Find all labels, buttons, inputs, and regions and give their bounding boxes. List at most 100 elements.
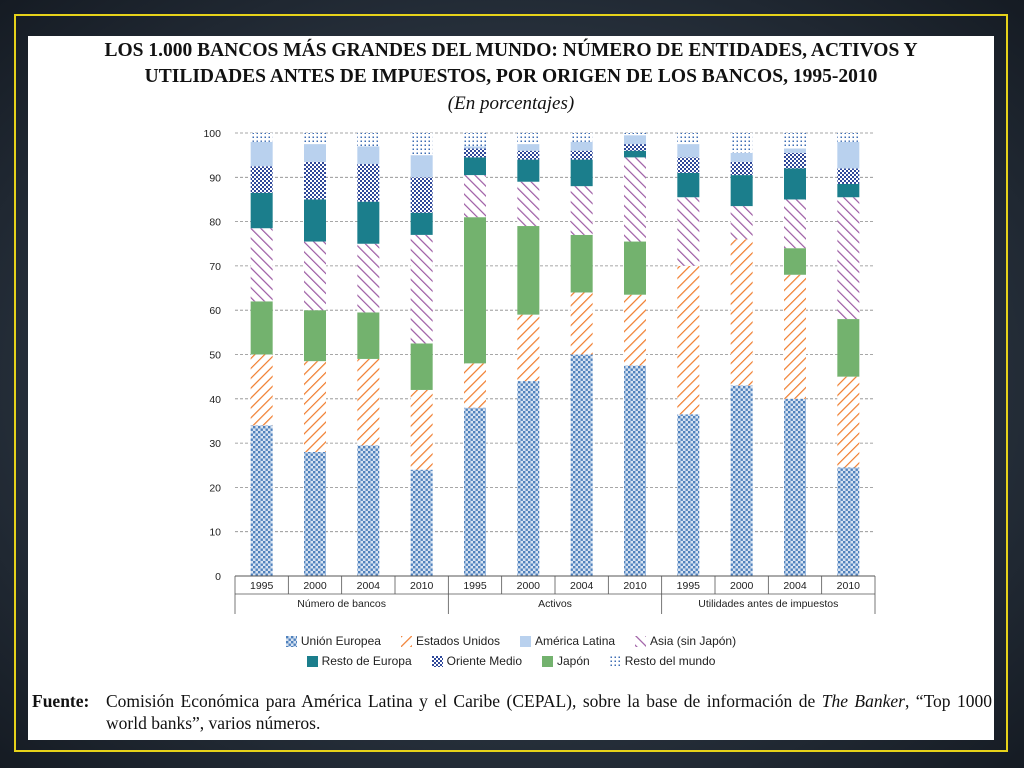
bar-segment-resto-de-europa: [730, 175, 753, 207]
x-tick-label: 2000: [730, 580, 754, 592]
bar-segment-resto-de-europa: [250, 192, 273, 229]
bar-segment-japon: [250, 301, 273, 355]
chart-legend: Unión Europea Estados Unidos América Latin…: [28, 634, 994, 674]
x-tick-label: 2010: [623, 580, 647, 592]
bar-segment-union-europea: [837, 467, 860, 576]
bar-segment-japon: [624, 241, 646, 295]
bar-segment-japon: [517, 226, 540, 315]
bar-segment-asia-sin-japon: [464, 175, 486, 218]
bar-segment-oriente-medio: [517, 150, 540, 160]
bar-segment-resto-del-mundo: [304, 133, 326, 145]
bar-segment-asia-sin-japon: [250, 228, 273, 302]
y-tick-label: 80: [209, 217, 221, 229]
bar-segment-oriente-medio: [304, 161, 326, 200]
y-tick-label: 10: [209, 527, 221, 539]
x-tick-label: 1995: [463, 580, 487, 592]
bar-segment-union-europea: [784, 398, 806, 576]
x-tick-label: 2004: [570, 580, 594, 592]
legend-label: Japón: [557, 654, 590, 668]
bar-segment-asia-sin-japon: [730, 206, 753, 240]
legend-swatch: [285, 635, 297, 647]
source-text-part-1: Comisión Económica para América Latina y…: [106, 691, 822, 711]
bar-segment-estados-unidos: [624, 294, 646, 366]
bar-segment-estados-unidos: [677, 265, 700, 415]
x-group-label: Utilidades antes de impuestos: [698, 598, 838, 610]
bar-segment-oriente-medio: [464, 148, 486, 158]
bar-segment-resto-del-mundo: [357, 133, 380, 147]
bar-segment-union-europea: [357, 445, 380, 576]
bar-segment-america-latina: [250, 141, 273, 167]
legend-label: América Latina: [535, 634, 616, 648]
y-tick-label: 30: [209, 438, 221, 450]
x-group-label: Número de bancos: [297, 598, 386, 610]
bar-segment-america-latina: [837, 141, 860, 169]
bar-segment-resto-del-mundo: [624, 133, 646, 136]
bar-segment-japon: [837, 319, 860, 377]
bar-segment-oriente-medio: [677, 157, 700, 173]
x-tick-label: 2010: [410, 580, 434, 592]
bar-segment-america-latina: [517, 144, 540, 151]
bar-segment-union-europea: [250, 425, 273, 576]
bar-segment-union-europea: [730, 385, 753, 576]
bar-segment-union-europea: [624, 365, 646, 576]
legend-item-resto-del-mundo: Resto del mundo: [609, 654, 715, 668]
bar-segment-america-latina: [784, 148, 806, 153]
bar-stack: [517, 133, 540, 576]
bar-stack: [464, 133, 486, 576]
bar-segment-oriente-medio: [570, 150, 593, 160]
legend-row: Unión Europea Estados Unidos América Latin…: [28, 634, 994, 648]
figure-panel: LOS 1.000 BANCOS MÁS GRANDES DEL MUNDO: …: [28, 36, 994, 740]
bar-segment-resto-de-europa: [517, 159, 540, 182]
legend-label: Resto de Europa: [321, 654, 412, 668]
bar-segment-union-europea: [517, 381, 540, 576]
legend-item-resto-de-europa: Resto de Europa: [306, 654, 412, 668]
x-tick-label: 2004: [783, 580, 807, 592]
bar-segment-resto-del-mundo: [837, 133, 860, 142]
bar-segment-oriente-medio: [784, 152, 806, 169]
source-label: Fuente:: [32, 691, 90, 711]
bar-stack: [304, 133, 326, 576]
bar-segment-estados-unidos: [730, 239, 753, 386]
bar-segment-resto-del-mundo: [570, 133, 593, 142]
chart-title-line-1: LOS 1.000 BANCOS MÁS GRANDES DEL MUNDO: …: [104, 40, 918, 61]
bar-segment-oriente-medio: [357, 164, 380, 202]
bar-segment-resto-de-europa: [837, 183, 860, 198]
bar-segment-japon: [357, 312, 380, 359]
bar-stack: [570, 133, 593, 576]
bar-segment-resto-de-europa: [570, 159, 593, 187]
bar-segment-oriente-medio: [410, 177, 433, 213]
legend-row: Resto de Europa Oriente Medio Japón Resto d…: [28, 654, 994, 668]
chart-title: LOS 1.000 BANCOS MÁS GRANDES DEL MUNDO: …: [28, 38, 994, 90]
y-tick-label: 70: [209, 261, 221, 273]
bar-stack: [730, 133, 753, 576]
slide-frame: [14, 14, 1008, 752]
bar-segment-estados-unidos: [464, 363, 486, 408]
legend-label: Asia (sin Japón): [650, 634, 737, 648]
y-tick-label: 40: [209, 394, 221, 406]
bar-segment-estados-unidos: [837, 376, 860, 468]
bar-stack: [784, 133, 806, 576]
legend-label: Estados Unidos: [415, 634, 500, 648]
bar-segment-japon: [784, 248, 806, 275]
y-tick-label: 0: [215, 571, 221, 583]
x-tick-label: 2000: [517, 580, 541, 592]
bar-segment-resto-de-europa: [464, 157, 486, 176]
bar-segment-resto-de-europa: [784, 168, 806, 200]
axes: 0 10 20 30 40 50 60 70 80 90 100 1995 2000 2004 2010 Nú…: [203, 128, 876, 614]
bar-segment-japon: [410, 343, 433, 390]
bar-segment-union-europea: [677, 414, 700, 576]
bar-segment-america-latina: [357, 146, 380, 165]
legend-item-japon: Japón: [542, 654, 590, 668]
bar-segment-asia-sin-japon: [517, 181, 540, 227]
bar-stack: [837, 133, 860, 576]
gridlines: [235, 132, 875, 533]
bar-segment-america-latina: [410, 155, 433, 178]
bar-segment-resto-de-europa: [624, 150, 646, 158]
x-group-label: Activos: [538, 598, 572, 610]
bar-segment-resto-del-mundo: [464, 133, 486, 147]
legend-swatch: [635, 635, 647, 647]
bar-segment-asia-sin-japon: [784, 199, 806, 249]
x-tick-label: 1995: [677, 580, 701, 592]
legend-item-asia-sin-japon: Asia (sin Japón): [635, 634, 736, 648]
bar-stack: [250, 133, 273, 576]
